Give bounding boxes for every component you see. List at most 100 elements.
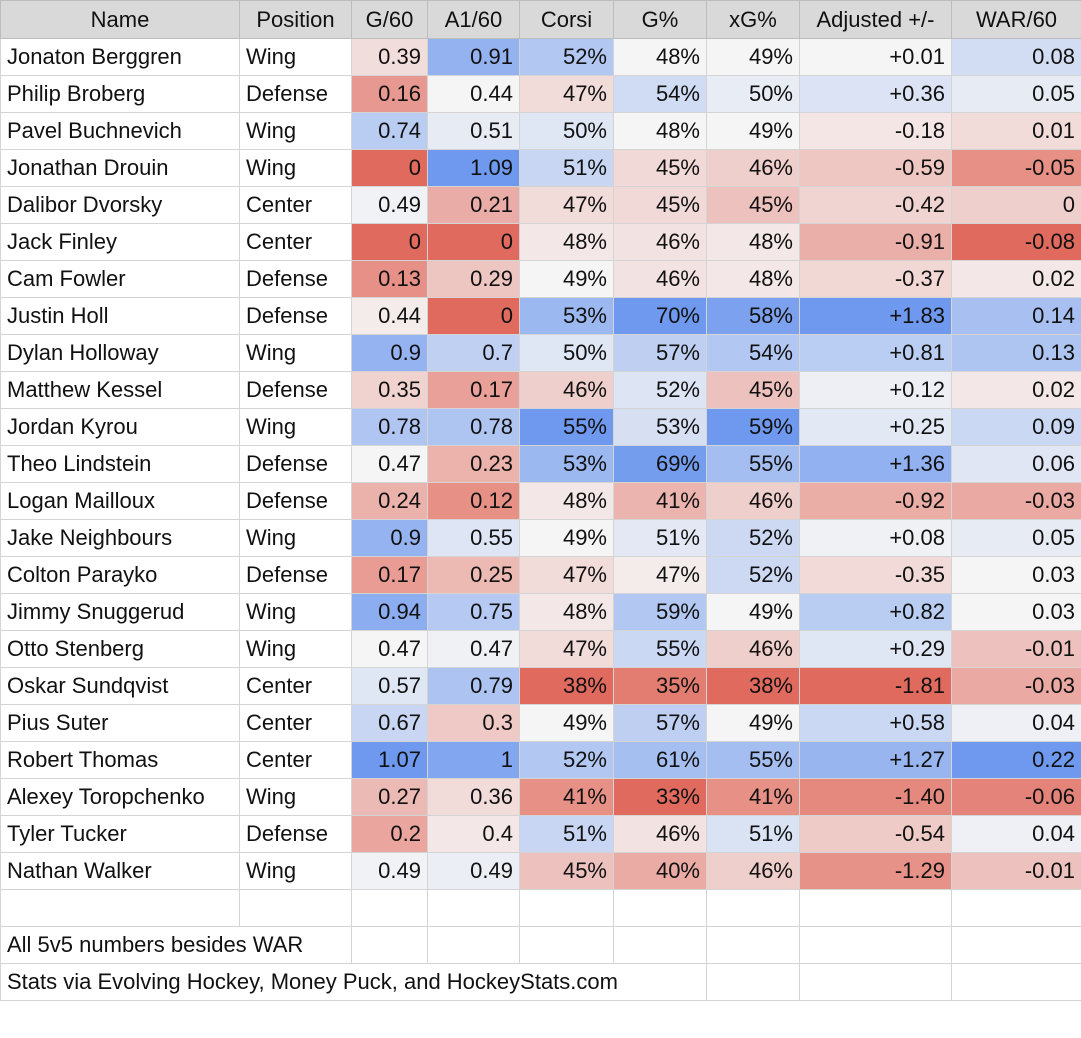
cell-xg-pct[interactable]: 45% <box>706 186 800 224</box>
cell-name[interactable]: Otto Stenberg <box>0 630 240 668</box>
cell-g60[interactable]: 0.16 <box>351 75 428 113</box>
cell-g-pct[interactable]: 51% <box>613 519 707 557</box>
cell-name[interactable]: Philip Broberg <box>0 75 240 113</box>
cell-g-pct[interactable]: 45% <box>613 186 707 224</box>
cell-a160[interactable]: 0.55 <box>427 519 520 557</box>
cell-name[interactable]: Dylan Holloway <box>0 334 240 372</box>
cell-adjusted-plus-minus[interactable]: +0.01 <box>799 38 952 76</box>
cell-g60[interactable]: 0.78 <box>351 408 428 446</box>
cell-adjusted-plus-minus[interactable]: -1.81 <box>799 667 952 705</box>
cell-name[interactable]: Nathan Walker <box>0 852 240 890</box>
cell-corsi[interactable]: 48% <box>519 593 614 631</box>
empty-cell[interactable] <box>799 963 952 1001</box>
cell-war60[interactable]: -0.05 <box>951 149 1081 187</box>
cell-position[interactable]: Center <box>239 741 352 779</box>
cell-name[interactable]: Jordan Kyrou <box>0 408 240 446</box>
cell-name[interactable]: Matthew Kessel <box>0 371 240 409</box>
column-header-g60[interactable]: G/60 <box>351 0 428 39</box>
cell-g-pct[interactable]: 70% <box>613 297 707 335</box>
cell-war60[interactable]: 0.02 <box>951 371 1081 409</box>
empty-cell[interactable] <box>706 963 800 1001</box>
cell-xg-pct[interactable]: 46% <box>706 630 800 668</box>
cell-position[interactable]: Defense <box>239 297 352 335</box>
cell-a160[interactable]: 0.49 <box>427 852 520 890</box>
cell-g-pct[interactable]: 46% <box>613 223 707 261</box>
cell-corsi[interactable]: 49% <box>519 704 614 742</box>
cell-a160[interactable]: 0.47 <box>427 630 520 668</box>
cell-war60[interactable]: 0.14 <box>951 297 1081 335</box>
cell-adjusted-plus-minus[interactable]: -0.35 <box>799 556 952 594</box>
cell-xg-pct[interactable]: 49% <box>706 112 800 150</box>
cell-adjusted-plus-minus[interactable]: +0.25 <box>799 408 952 446</box>
cell-position[interactable]: Center <box>239 704 352 742</box>
cell-g60[interactable]: 0.9 <box>351 334 428 372</box>
cell-war60[interactable]: 0.03 <box>951 593 1081 631</box>
empty-cell[interactable] <box>706 889 800 927</box>
cell-name[interactable]: Tyler Tucker <box>0 815 240 853</box>
cell-war60[interactable]: 0.04 <box>951 815 1081 853</box>
cell-xg-pct[interactable]: 52% <box>706 556 800 594</box>
cell-adjusted-plus-minus[interactable]: -0.92 <box>799 482 952 520</box>
empty-cell[interactable] <box>0 889 240 927</box>
cell-corsi[interactable]: 46% <box>519 371 614 409</box>
cell-position[interactable]: Wing <box>239 149 352 187</box>
cell-a160[interactable]: 0.91 <box>427 38 520 76</box>
cell-name[interactable]: Jack Finley <box>0 223 240 261</box>
cell-war60[interactable]: 0.03 <box>951 556 1081 594</box>
column-header-g-pct[interactable]: G% <box>613 0 707 39</box>
cell-name[interactable]: Jimmy Snuggerud <box>0 593 240 631</box>
cell-g60[interactable]: 1.07 <box>351 741 428 779</box>
cell-adjusted-plus-minus[interactable]: +0.29 <box>799 630 952 668</box>
cell-g-pct[interactable]: 53% <box>613 408 707 446</box>
cell-war60[interactable]: 0.13 <box>951 334 1081 372</box>
cell-name[interactable]: Jonathan Drouin <box>0 149 240 187</box>
cell-name[interactable]: Pius Suter <box>0 704 240 742</box>
cell-g60[interactable]: 0.44 <box>351 297 428 335</box>
cell-xg-pct[interactable]: 46% <box>706 149 800 187</box>
cell-g60[interactable]: 0.74 <box>351 112 428 150</box>
cell-xg-pct[interactable]: 52% <box>706 519 800 557</box>
cell-g-pct[interactable]: 54% <box>613 75 707 113</box>
cell-war60[interactable]: -0.03 <box>951 667 1081 705</box>
cell-g60[interactable]: 0.2 <box>351 815 428 853</box>
cell-xg-pct[interactable]: 49% <box>706 38 800 76</box>
cell-adjusted-plus-minus[interactable]: +0.12 <box>799 371 952 409</box>
column-header-xg-pct[interactable]: xG% <box>706 0 800 39</box>
cell-adjusted-plus-minus[interactable]: -0.59 <box>799 149 952 187</box>
cell-corsi[interactable]: 47% <box>519 556 614 594</box>
column-header-position[interactable]: Position <box>239 0 352 39</box>
empty-cell[interactable] <box>951 926 1081 964</box>
cell-position[interactable]: Wing <box>239 38 352 76</box>
cell-g60[interactable]: 0.49 <box>351 186 428 224</box>
cell-xg-pct[interactable]: 38% <box>706 667 800 705</box>
empty-cell[interactable] <box>613 926 707 964</box>
cell-a160[interactable]: 0.25 <box>427 556 520 594</box>
cell-position[interactable]: Wing <box>239 630 352 668</box>
cell-g60[interactable]: 0.67 <box>351 704 428 742</box>
cell-position[interactable]: Defense <box>239 445 352 483</box>
empty-cell[interactable] <box>951 889 1081 927</box>
cell-g60[interactable]: 0.35 <box>351 371 428 409</box>
cell-g-pct[interactable]: 40% <box>613 852 707 890</box>
cell-position[interactable]: Center <box>239 186 352 224</box>
empty-cell[interactable] <box>951 963 1081 1001</box>
cell-name[interactable]: Cam Fowler <box>0 260 240 298</box>
cell-g60[interactable]: 0.9 <box>351 519 428 557</box>
cell-war60[interactable]: -0.03 <box>951 482 1081 520</box>
cell-war60[interactable]: -0.08 <box>951 223 1081 261</box>
cell-xg-pct[interactable]: 49% <box>706 593 800 631</box>
cell-a160[interactable]: 0.17 <box>427 371 520 409</box>
cell-war60[interactable]: 0.01 <box>951 112 1081 150</box>
cell-position[interactable]: Wing <box>239 593 352 631</box>
cell-position[interactable]: Wing <box>239 778 352 816</box>
cell-corsi[interactable]: 47% <box>519 186 614 224</box>
cell-corsi[interactable]: 49% <box>519 519 614 557</box>
cell-adjusted-plus-minus[interactable]: -0.54 <box>799 815 952 853</box>
cell-name[interactable]: Justin Holl <box>0 297 240 335</box>
cell-adjusted-plus-minus[interactable]: -0.37 <box>799 260 952 298</box>
cell-a160[interactable]: 0 <box>427 223 520 261</box>
cell-g-pct[interactable]: 48% <box>613 112 707 150</box>
cell-war60[interactable]: 0 <box>951 186 1081 224</box>
cell-xg-pct[interactable]: 58% <box>706 297 800 335</box>
cell-a160[interactable]: 0.4 <box>427 815 520 853</box>
